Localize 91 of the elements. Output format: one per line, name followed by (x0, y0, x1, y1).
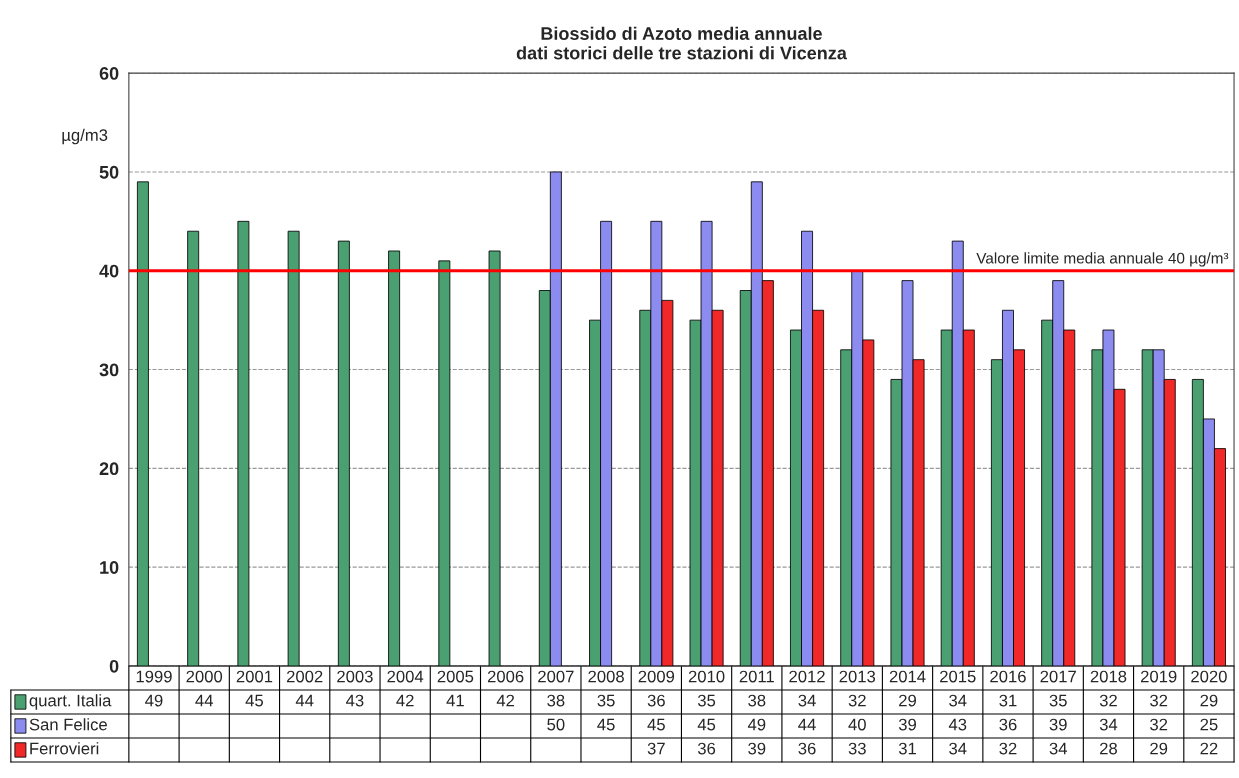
data-label: 32 (1150, 694, 1168, 707)
data-label: 32 (848, 694, 866, 707)
data-label: 44 (295, 694, 314, 707)
x-tick-label: 1999 (136, 670, 172, 683)
data-label: 28 (1100, 742, 1117, 755)
x-tick-label: 2019 (1140, 670, 1177, 683)
y-tick-label: 50 (99, 165, 119, 179)
x-tick-label: 2001 (236, 670, 273, 683)
bar (187, 230, 200, 666)
data-label: 36 (798, 742, 816, 755)
y-tick-label: 30 (99, 363, 119, 377)
data-label: 45 (597, 718, 615, 731)
y-tick-label: 0 (109, 659, 119, 673)
data-label: 35 (597, 694, 615, 707)
y-tick-label: 60 (99, 67, 119, 80)
data-label: 45 (697, 718, 716, 731)
x-tick-label: 2014 (889, 670, 926, 683)
data-label: 34 (798, 694, 816, 707)
data-label: 34 (949, 694, 967, 707)
x-tick-label: 2018 (1090, 670, 1127, 683)
x-tick-label: 2017 (1040, 670, 1076, 683)
data-label: 35 (697, 694, 716, 707)
data-label: 50 (547, 718, 565, 731)
legend-label: San Felice (29, 718, 107, 731)
bar (488, 250, 501, 666)
data-label: 44 (798, 718, 816, 731)
x-tick-label: 2007 (538, 670, 574, 683)
data-label: 35 (1049, 694, 1067, 707)
x-tick-label: 2005 (437, 670, 474, 683)
x-tick-label: 2006 (487, 670, 524, 683)
data-label: 34 (1049, 742, 1067, 755)
data-label: 38 (547, 694, 565, 707)
x-tick-label: 2008 (588, 670, 624, 683)
data-label: 32 (1150, 718, 1168, 731)
x-tick-label: 2020 (1191, 670, 1227, 683)
data-label: 31 (898, 742, 916, 755)
data-label: 39 (1049, 718, 1067, 731)
x-tick-label: 2016 (990, 670, 1026, 683)
data-label: 49 (747, 718, 766, 731)
data-label: 36 (647, 694, 665, 707)
data-label: 29 (899, 694, 916, 707)
data-label: 34 (1099, 718, 1118, 731)
y-tick-label: 40 (99, 264, 119, 278)
data-label: 22 (1200, 742, 1218, 755)
x-tick-label: 2003 (337, 670, 373, 683)
x-tick-label: 2004 (387, 670, 424, 683)
data-label: 42 (496, 694, 515, 707)
data-label: 45 (647, 718, 665, 731)
data-label: 29 (1200, 694, 1218, 707)
y-axis-title: µg/m3 (62, 128, 108, 145)
x-tick-label: 2011 (739, 670, 774, 683)
data-label: 39 (748, 742, 766, 755)
x-tick-label: 2012 (789, 670, 825, 683)
data-label: 45 (245, 694, 264, 707)
ref-line-label: Valore limite media annuale 40 µg/m³ (976, 252, 1229, 267)
y-tick-label: 20 (99, 462, 119, 476)
data-label: 29 (1150, 742, 1168, 755)
legend-label: quart. Italia (29, 694, 112, 710)
data-label: 31 (999, 694, 1017, 707)
x-tick-label: 2013 (839, 670, 876, 683)
bar (237, 220, 250, 666)
chart-title: Biossido di Azoto media annuale dati storici delle tre stazioni di Vicenza (516, 26, 847, 60)
data-label: 33 (848, 742, 866, 755)
data-label: 36 (999, 718, 1017, 731)
y-tick-label: 10 (100, 561, 119, 574)
x-tick-label: 2009 (638, 670, 675, 683)
data-label: 49 (145, 694, 163, 707)
x-tick-label: 2000 (186, 670, 223, 683)
data-label: 43 (948, 718, 967, 731)
bar (337, 240, 350, 666)
bar (438, 260, 451, 666)
data-label: 40 (848, 718, 866, 731)
bar (136, 181, 149, 666)
data-label: 34 (949, 742, 967, 755)
data-label: 32 (999, 742, 1017, 755)
data-label: 32 (1099, 694, 1117, 707)
x-tick-label: 2010 (688, 670, 725, 683)
data-label: 44 (195, 694, 213, 707)
legend-label: Ferrovieri (30, 742, 99, 755)
bar (287, 230, 300, 666)
data-label: 39 (898, 718, 916, 731)
x-tick-label: 2015 (940, 670, 976, 683)
data-label: 41 (446, 694, 464, 707)
data-label: 36 (697, 742, 716, 755)
data-label: 43 (346, 694, 364, 707)
data-label: 42 (396, 694, 414, 707)
bar (388, 250, 401, 666)
x-tick-label: 2002 (286, 670, 323, 683)
data-label: 37 (647, 742, 665, 755)
data-label: 38 (748, 694, 766, 707)
data-label: 25 (1200, 718, 1218, 731)
